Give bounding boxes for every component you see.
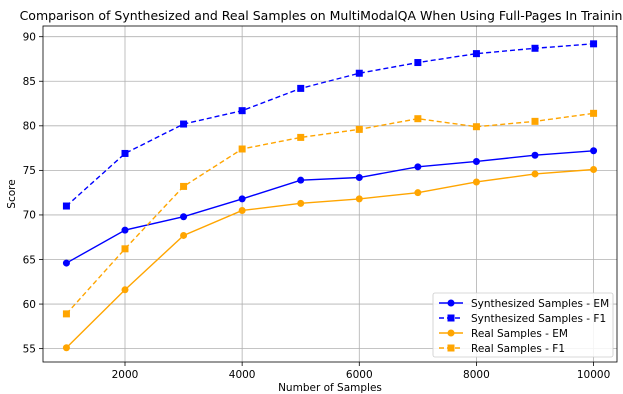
y-tick-label: 80 xyxy=(23,121,36,133)
series-line xyxy=(65,112,594,315)
data-point xyxy=(590,40,598,48)
x-axis-label: Number of Samples xyxy=(278,382,382,394)
data-point xyxy=(414,189,422,197)
y-axis-label: Score xyxy=(6,179,18,208)
y-tick-label: 65 xyxy=(23,254,36,266)
data-point xyxy=(180,231,188,239)
x-tick-label: 2000 xyxy=(112,369,139,381)
data-point xyxy=(355,69,363,77)
plot-frame xyxy=(42,25,618,363)
legend-label: Real Samples - F1 xyxy=(471,343,565,355)
data-point xyxy=(531,170,539,178)
data-point xyxy=(297,133,305,141)
y-tick-label: 90 xyxy=(23,31,36,43)
x-tick-label: 4000 xyxy=(229,369,256,381)
data-point xyxy=(355,125,363,133)
y-tick-label: 60 xyxy=(23,299,36,311)
data-point xyxy=(62,344,70,352)
data-point xyxy=(62,202,70,210)
y-tick-label: 85 xyxy=(23,76,36,88)
data-point xyxy=(414,59,422,67)
data-point xyxy=(590,147,598,155)
data-point xyxy=(472,50,480,58)
data-point xyxy=(414,115,422,123)
legend-marker xyxy=(447,329,455,337)
series-line xyxy=(65,43,594,207)
data-point xyxy=(531,44,539,52)
ticks: 2000 4000 6000 8000 10000 55 60 65 70 75 80 85 90 xyxy=(23,31,611,381)
series-0 xyxy=(62,147,598,267)
series-line xyxy=(66,150,594,264)
data-point xyxy=(180,182,188,190)
legend-box xyxy=(432,292,614,358)
legend-label: Synthesized Samples - EM xyxy=(471,298,609,310)
data-point xyxy=(62,310,70,318)
data-point xyxy=(531,117,539,125)
x-tick-label: 8000 xyxy=(463,369,490,381)
data-point xyxy=(297,176,305,184)
data-point xyxy=(355,174,363,182)
data-point xyxy=(238,107,246,115)
data-point xyxy=(590,165,598,173)
data-point xyxy=(121,286,129,294)
y-tick-label: 75 xyxy=(23,165,36,177)
data-point xyxy=(472,123,480,131)
data-point xyxy=(590,109,598,117)
data-point xyxy=(297,84,305,92)
data-point xyxy=(121,149,129,157)
series-3 xyxy=(62,109,598,318)
legend-marker xyxy=(447,299,455,307)
data-point xyxy=(531,151,539,159)
series-group xyxy=(62,40,598,352)
data-point xyxy=(121,245,129,253)
data-point xyxy=(238,145,246,153)
data-point xyxy=(355,195,363,203)
series-2 xyxy=(62,165,598,352)
legend-marker xyxy=(447,314,455,322)
x-tick-label: 10000 xyxy=(577,369,610,381)
legend-label: Real Samples - EM xyxy=(471,328,568,340)
data-point xyxy=(414,163,422,171)
legend-marker xyxy=(447,344,455,352)
data-point xyxy=(238,206,246,214)
legend: Synthesized Samples - EM Synthesized Samp… xyxy=(432,292,614,358)
x-tick-label: 6000 xyxy=(346,369,373,381)
data-point xyxy=(121,226,129,234)
chart-title: Comparison of Synthesized and Real Sampl… xyxy=(20,8,623,23)
data-point xyxy=(472,157,480,165)
data-point xyxy=(180,213,188,221)
data-point xyxy=(238,195,246,203)
data-point xyxy=(472,178,480,186)
legend-label: Synthesized Samples - F1 xyxy=(471,313,606,325)
series-1 xyxy=(62,40,598,210)
grid xyxy=(43,26,617,362)
data-point xyxy=(297,199,305,207)
data-point xyxy=(180,120,188,128)
data-point xyxy=(62,259,70,267)
y-tick-label: 55 xyxy=(23,343,36,355)
y-tick-label: 70 xyxy=(23,210,36,222)
series-line xyxy=(65,168,594,349)
